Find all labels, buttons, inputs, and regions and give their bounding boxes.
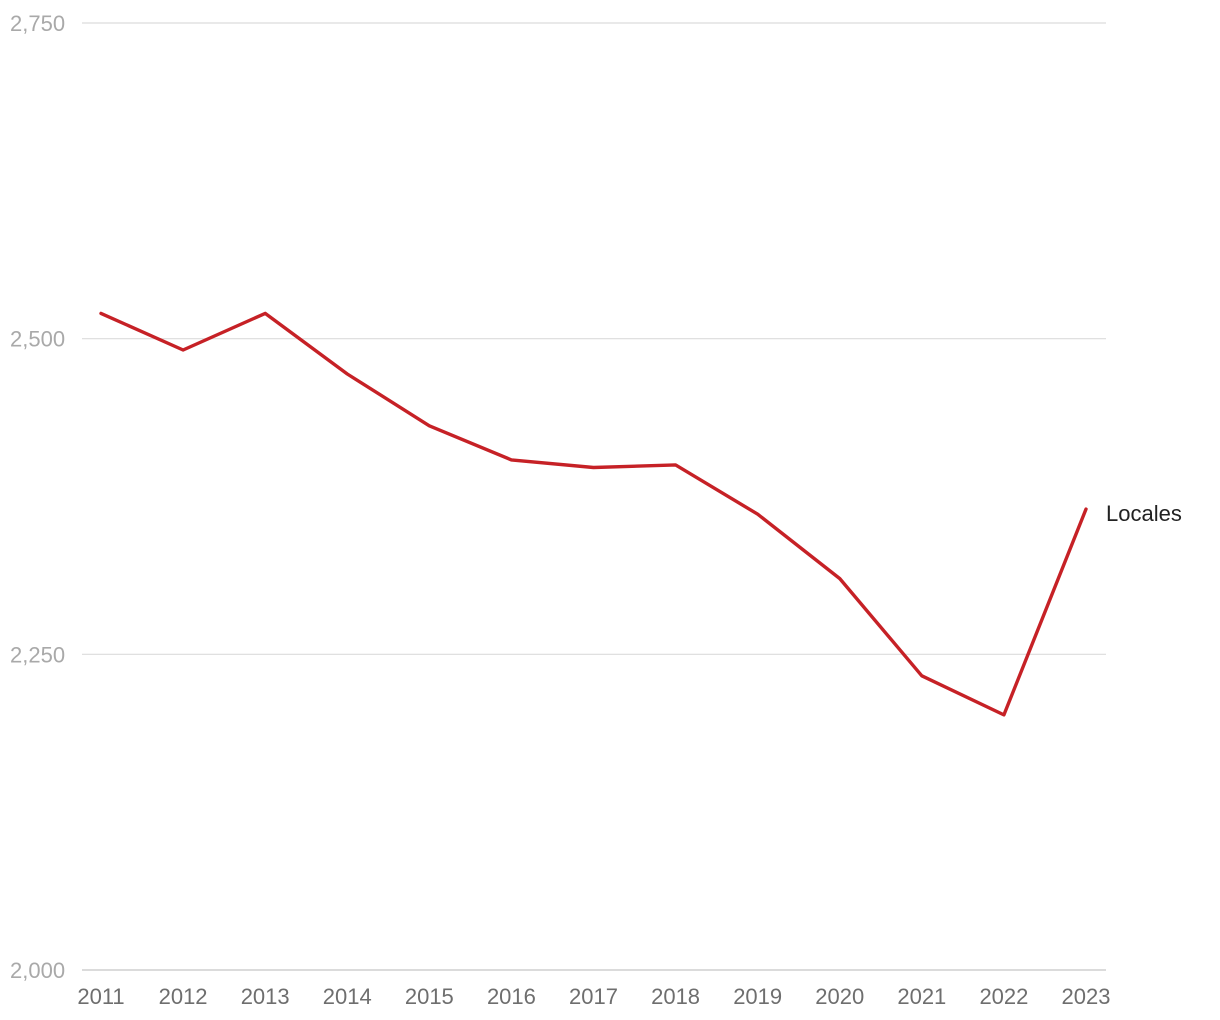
x-tick-label: 2012	[159, 984, 208, 1009]
x-axis: 2011 2012 2013 2014 2015 2016 2017 2018 2019 2020…	[77, 984, 1110, 1009]
x-tick-label: 2018	[651, 984, 700, 1009]
y-tick-label: 2,750	[10, 11, 65, 36]
x-tick-label: 2021	[897, 984, 946, 1009]
y-axis: 2,000 2,250 2,500 2,750	[10, 11, 65, 983]
y-tick-label: 2,250	[10, 642, 65, 667]
x-tick-label: 2014	[323, 984, 372, 1009]
y-tick-label: 2,500	[10, 327, 65, 352]
x-tick-label: 2017	[569, 984, 618, 1009]
x-tick-label: 2011	[77, 984, 124, 1009]
series-label-locales: Locales	[1106, 501, 1182, 526]
x-tick-label: 2020	[815, 984, 864, 1009]
x-tick-label: 2015	[405, 984, 454, 1009]
x-tick-label: 2013	[241, 984, 290, 1009]
series-group: Locales	[99, 311, 1182, 717]
x-tick-label: 2022	[979, 984, 1028, 1009]
x-tick-label: 2019	[733, 984, 782, 1009]
x-tick-label: 2016	[487, 984, 536, 1009]
x-tick-label: 2023	[1062, 984, 1111, 1009]
series-line-locales	[99, 311, 1088, 717]
grid-lines	[82, 22, 1106, 971]
y-tick-label: 2,000	[10, 958, 65, 983]
